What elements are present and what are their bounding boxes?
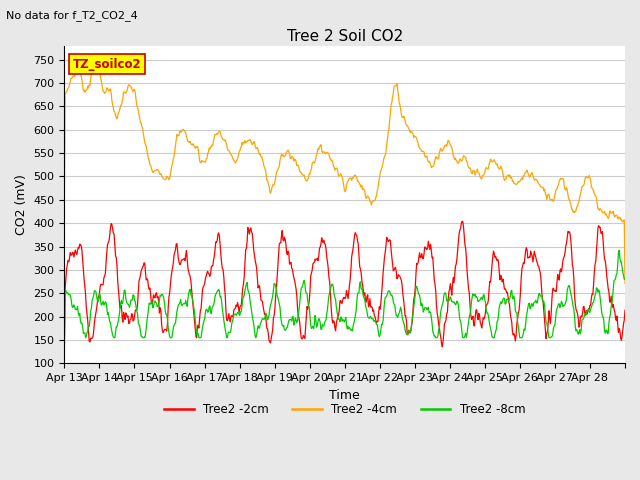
- Y-axis label: CO2 (mV): CO2 (mV): [15, 174, 28, 235]
- Legend: Tree2 -2cm, Tree2 -4cm, Tree2 -8cm: Tree2 -2cm, Tree2 -4cm, Tree2 -8cm: [159, 398, 530, 421]
- Text: No data for f_T2_CO2_4: No data for f_T2_CO2_4: [6, 10, 138, 21]
- Text: TZ_soilco2: TZ_soilco2: [73, 58, 141, 71]
- X-axis label: Time: Time: [330, 389, 360, 402]
- Title: Tree 2 Soil CO2: Tree 2 Soil CO2: [287, 29, 403, 44]
